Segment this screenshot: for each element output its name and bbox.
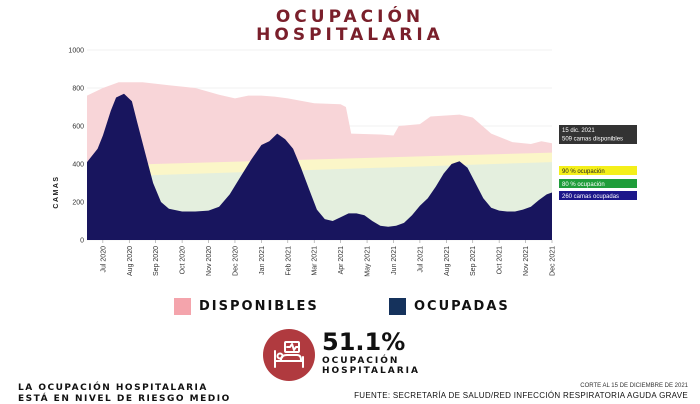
legend-label-disponibles: DISPONIBLES xyxy=(199,299,319,314)
occupancy-label-line-1: OCUPACIÓN xyxy=(322,356,400,366)
x-tick-label: Nov 2020 xyxy=(206,246,213,276)
callout-disponibles-box xyxy=(559,125,637,144)
callout-90-box xyxy=(559,166,637,175)
x-tick-label: Jan 2021 xyxy=(259,246,266,275)
x-tick-label: Sep 2020 xyxy=(153,246,160,276)
legend-ocupadas: OCUPADAS xyxy=(389,298,510,315)
y-tick-label: 400 xyxy=(72,162,84,169)
occupancy-percentage: 51.1% xyxy=(322,328,406,356)
title-line-2: HOSPITALARIA xyxy=(256,25,444,45)
callout-80-text: 80 % ocupación xyxy=(562,182,605,188)
x-tick-label: Apr 2021 xyxy=(338,246,345,275)
x-tick-label: Jun 2021 xyxy=(391,246,398,275)
x-tick-label: Jul 2020 xyxy=(100,246,107,273)
hospital-occupancy-chart: CAMAS 0 200 400 600 800 1000 Jul 2020 Aug 2020… xyxy=(53,48,637,277)
cutoff-date: CORTE AL 15 DE DICIEMBRE DE 2021 xyxy=(580,383,688,389)
legend-disponibles: DISPONIBLES xyxy=(174,298,319,315)
hospital-bed-icon xyxy=(263,329,315,381)
legend-swatch-disponibles xyxy=(174,298,191,315)
x-tick-label: Nov 2021 xyxy=(523,246,530,276)
x-tick-label: Dec 2020 xyxy=(232,246,239,276)
callout-80-box xyxy=(559,179,637,188)
series-ocupadas-area xyxy=(87,93,552,240)
y-tick-label: 200 xyxy=(72,200,84,207)
callout-90-text: 90 % ocupación xyxy=(562,169,605,175)
x-tick-label: Aug 2021 xyxy=(444,246,451,276)
callout-ocupadas-text: 260 camas ocupadas xyxy=(562,194,619,200)
risk-level-line-2: ESTÁ EN NIVEL DE RIESGO MEDIO xyxy=(18,394,231,404)
risk-level-line-1: LA OCUPACIÓN HOSPITALARIA xyxy=(18,383,208,393)
callout-ocupadas-box xyxy=(559,191,637,200)
y-axis-label: CAMAS xyxy=(53,175,60,208)
y-tick-label: 1000 xyxy=(68,48,84,55)
legend-label-ocupadas: OCUPADAS xyxy=(414,299,510,314)
occupancy-label-line-2: HOSPITALARIA xyxy=(322,366,420,376)
legend-swatch-ocupadas xyxy=(389,298,406,315)
data-source: FUENTE: SECRETARÍA DE SALUD/RED INFECCIÓ… xyxy=(354,391,688,400)
y-tick-label: 600 xyxy=(72,124,84,131)
callout-disponibles-text: 509 camas disponibles xyxy=(562,137,623,143)
x-tick-label: Mar 2021 xyxy=(312,246,319,276)
title-line-1: OCUPACIÓN xyxy=(275,7,425,27)
x-tick-label: Aug 2020 xyxy=(127,246,134,276)
x-tick-label: Oct 2020 xyxy=(180,246,187,275)
x-tick-label: Feb 2021 xyxy=(285,246,292,276)
x-tick-label: May 2021 xyxy=(365,246,372,277)
y-tick-label: 800 xyxy=(72,86,84,93)
x-tick-label: Sep 2021 xyxy=(470,246,477,276)
x-tick-label: Oct 2021 xyxy=(497,246,504,275)
x-tick-label: Jul 2021 xyxy=(417,246,424,273)
callout-disponibles-text: 15 dic. 2021 xyxy=(562,128,595,134)
y-tick-label: 0 xyxy=(80,238,84,245)
x-tick-label: Dec 2021 xyxy=(550,246,557,276)
